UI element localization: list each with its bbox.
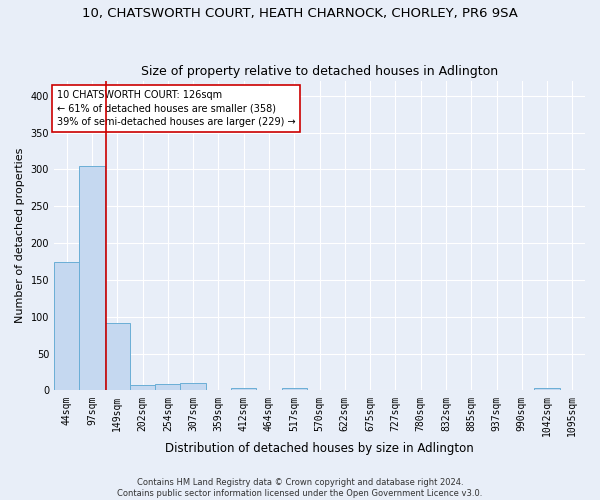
Bar bbox=[181, 383, 206, 390]
X-axis label: Distribution of detached houses by size in Adlington: Distribution of detached houses by size … bbox=[165, 442, 474, 455]
Bar bbox=[155, 384, 181, 390]
Bar bbox=[130, 384, 155, 390]
Bar bbox=[79, 166, 104, 390]
Bar bbox=[535, 388, 560, 390]
Y-axis label: Number of detached properties: Number of detached properties bbox=[15, 148, 25, 324]
Bar bbox=[104, 322, 130, 390]
Text: 10, CHATSWORTH COURT, HEATH CHARNOCK, CHORLEY, PR6 9SA: 10, CHATSWORTH COURT, HEATH CHARNOCK, CH… bbox=[82, 8, 518, 20]
Text: 10 CHATSWORTH COURT: 126sqm
← 61% of detached houses are smaller (358)
39% of se: 10 CHATSWORTH COURT: 126sqm ← 61% of det… bbox=[56, 90, 295, 126]
Bar bbox=[231, 388, 256, 390]
Text: Contains HM Land Registry data © Crown copyright and database right 2024.
Contai: Contains HM Land Registry data © Crown c… bbox=[118, 478, 482, 498]
Title: Size of property relative to detached houses in Adlington: Size of property relative to detached ho… bbox=[141, 66, 498, 78]
Bar bbox=[281, 388, 307, 390]
Bar bbox=[54, 262, 79, 390]
